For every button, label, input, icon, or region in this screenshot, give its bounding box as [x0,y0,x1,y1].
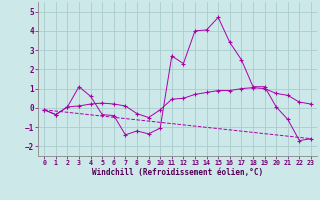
X-axis label: Windchill (Refroidissement éolien,°C): Windchill (Refroidissement éolien,°C) [92,168,263,177]
